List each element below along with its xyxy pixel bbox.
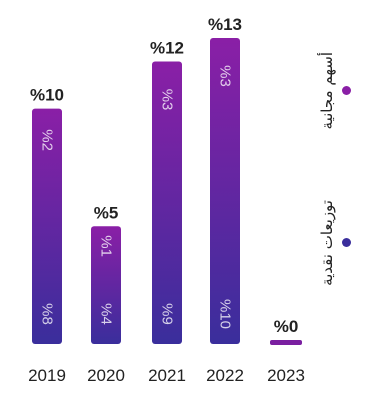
bar-2019 [32, 108, 62, 344]
total-label-2022: %13 [208, 15, 242, 34]
bar-label-cash-2020: %4 [98, 303, 115, 325]
total-label-2021: %12 [150, 39, 184, 58]
bar-label-bonus-2019: %2 [39, 129, 56, 151]
bar-2021 [152, 61, 182, 345]
bar-label-bonus-2022: %3 [217, 65, 234, 87]
legend-dot-bonus-shares [342, 86, 351, 96]
x-tick-2019: 2019 [28, 366, 66, 385]
legend-item-bonus-shares: أسهم مجانية [318, 52, 351, 129]
legend-label-cash-dividends: توزيعات نقدية [318, 200, 336, 286]
legend-label-bonus-shares: أسهم مجانية [318, 52, 336, 130]
x-tick-2021: 2021 [148, 366, 186, 385]
legend-item-cash-dividends: توزيعات نقدية [318, 200, 351, 286]
bar-label-bonus-2020: %1 [98, 235, 115, 257]
total-label-2023: %0 [274, 317, 299, 336]
x-tick-2023: 2023 [267, 366, 305, 385]
total-label-2020: %5 [94, 203, 119, 222]
bar-2022 [210, 38, 240, 344]
bar-label-cash-2022: %10 [217, 299, 234, 329]
bar-label-cash-2021: %9 [159, 303, 176, 325]
total-label-2019: %10 [30, 86, 64, 105]
legend-dot-cash-dividends [342, 238, 351, 248]
bar-label-bonus-2021: %3 [159, 89, 176, 111]
bar-2023 [270, 340, 302, 345]
bar-label-cash-2019: %8 [39, 303, 56, 325]
x-tick-2020: 2020 [87, 366, 125, 385]
x-tick-2022: 2022 [206, 366, 244, 385]
bar-2020 [91, 226, 121, 344]
